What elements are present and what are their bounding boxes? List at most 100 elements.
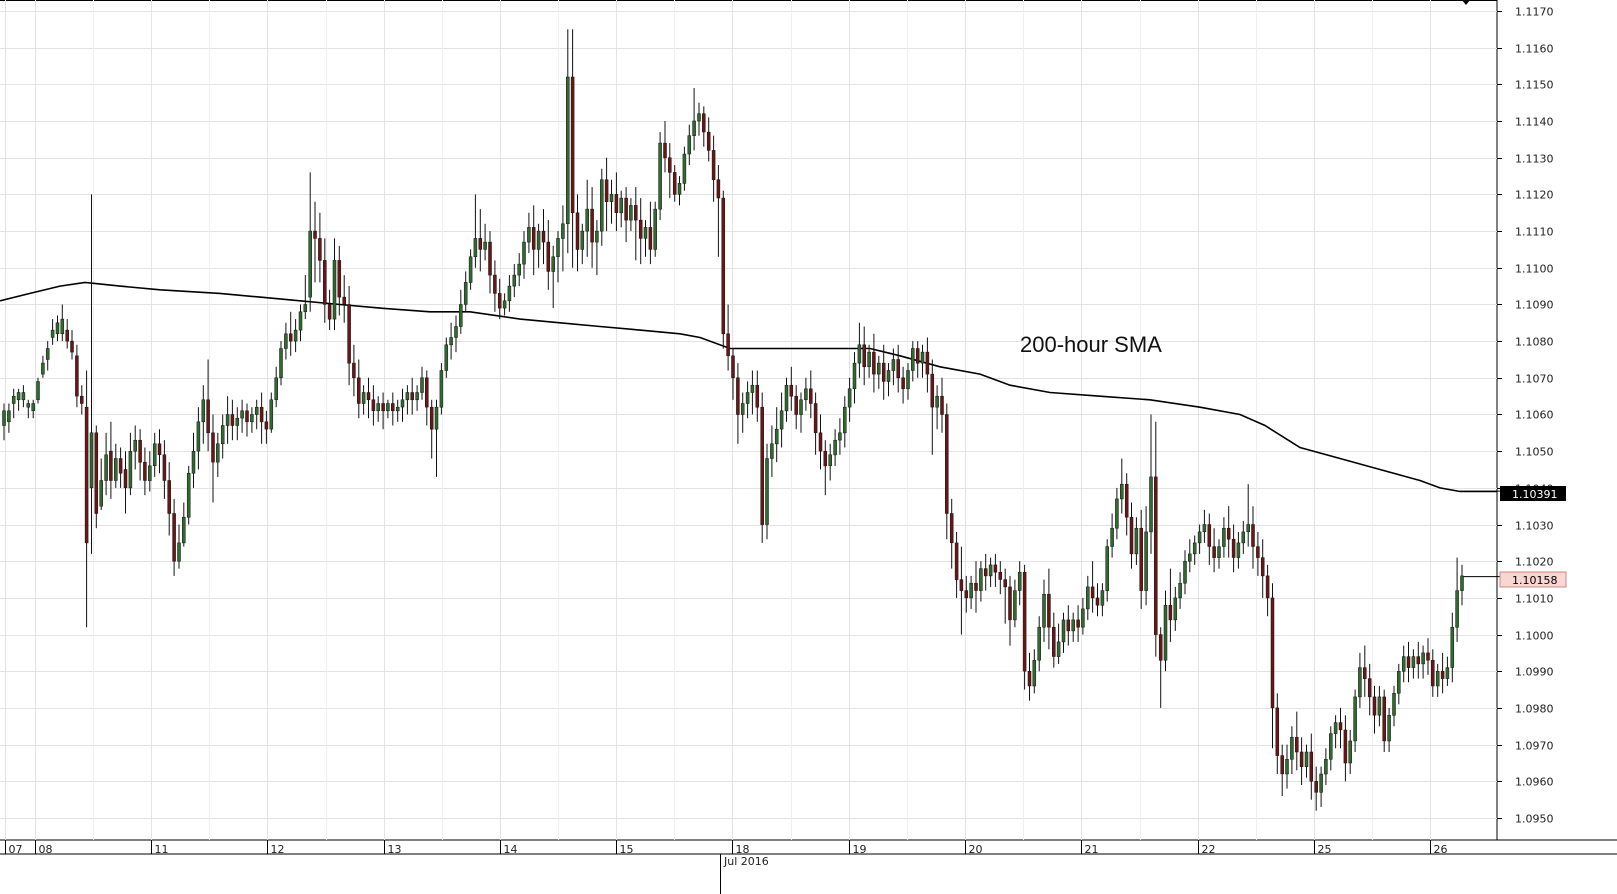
candle-body xyxy=(342,296,346,305)
candle-body xyxy=(828,454,832,467)
candle xyxy=(1139,509,1143,609)
candle-body xyxy=(11,395,16,404)
candle-body xyxy=(1120,483,1124,500)
candle-body xyxy=(1358,667,1362,698)
candle-body xyxy=(80,395,84,404)
candle xyxy=(1450,612,1455,683)
candle xyxy=(138,429,142,481)
candle xyxy=(1158,627,1163,708)
candle xyxy=(284,322,288,360)
candle xyxy=(857,322,862,378)
candle xyxy=(1197,524,1202,554)
candle xyxy=(1392,685,1396,727)
candle-body xyxy=(463,282,468,305)
candle-body xyxy=(70,340,74,353)
candle-body xyxy=(1178,582,1182,599)
candle xyxy=(459,289,463,334)
candle xyxy=(313,201,317,283)
candle xyxy=(114,443,118,488)
candle xyxy=(1144,506,1148,606)
candle-body xyxy=(1027,671,1032,687)
candle xyxy=(653,201,657,257)
candle xyxy=(1047,568,1051,650)
candle-body xyxy=(395,406,400,412)
candle-body xyxy=(1324,759,1328,775)
candle xyxy=(152,432,157,477)
candle-body xyxy=(507,285,512,302)
candle-body xyxy=(1139,527,1143,591)
candle-body xyxy=(36,381,40,401)
candle-body xyxy=(940,395,944,415)
candle-body xyxy=(1003,579,1007,588)
candle-body xyxy=(478,238,483,250)
candle-body xyxy=(1304,751,1309,767)
candle-body xyxy=(371,399,376,412)
candle xyxy=(1207,513,1212,565)
candle-body xyxy=(1455,590,1459,628)
candle-body xyxy=(721,197,726,335)
candle xyxy=(1324,748,1328,785)
candle-body xyxy=(162,454,167,481)
candle xyxy=(386,399,390,419)
y-tick-label: 1.1110 xyxy=(1515,226,1554,239)
candle xyxy=(770,425,774,477)
y-tick-label: 1.1070 xyxy=(1515,373,1554,386)
candle xyxy=(1168,568,1173,642)
candle-body xyxy=(473,238,478,257)
candle-body xyxy=(687,135,692,155)
candle xyxy=(1256,531,1260,576)
candle-body xyxy=(760,406,764,525)
candle xyxy=(308,172,312,312)
candle xyxy=(881,344,886,400)
candle-body xyxy=(896,359,900,379)
candle-body xyxy=(1047,593,1051,628)
candle xyxy=(740,392,745,433)
candle xyxy=(531,205,536,276)
candle xyxy=(643,220,648,257)
candle xyxy=(862,326,866,386)
candle-body xyxy=(1353,696,1357,742)
candle xyxy=(444,337,449,378)
candle xyxy=(760,392,764,543)
candle xyxy=(99,458,103,510)
candle xyxy=(706,117,711,162)
candle xyxy=(182,502,186,547)
candle xyxy=(395,399,400,422)
candle xyxy=(672,165,677,202)
candle xyxy=(298,304,303,342)
candle xyxy=(1363,645,1367,697)
candle-body xyxy=(867,351,871,368)
candle-body xyxy=(1183,560,1187,584)
candle xyxy=(361,385,366,415)
candle-body xyxy=(838,432,842,441)
candle xyxy=(240,399,244,433)
candle xyxy=(1217,539,1221,569)
candle-body xyxy=(1066,619,1071,632)
y-tick-label: 1.1080 xyxy=(1515,336,1554,349)
candle-body xyxy=(1188,553,1192,562)
candle xyxy=(1124,473,1129,536)
candle-body xyxy=(1421,652,1425,665)
candle-body xyxy=(570,76,575,213)
candle-body xyxy=(65,329,69,342)
candle-body xyxy=(682,153,687,184)
candle-body xyxy=(546,241,551,272)
candle-body xyxy=(983,568,988,577)
candle xyxy=(391,392,395,426)
candle xyxy=(7,403,11,433)
candle-body xyxy=(1260,557,1265,577)
candle xyxy=(1110,513,1114,558)
candle xyxy=(1290,726,1294,774)
candle xyxy=(1280,744,1284,796)
candle xyxy=(959,546,964,635)
candle-body xyxy=(877,362,881,375)
candle-body xyxy=(361,392,366,404)
candle-body xyxy=(1343,729,1348,764)
candle-body xyxy=(1416,656,1421,665)
x-tick-label: 18 xyxy=(736,843,750,856)
candle xyxy=(1314,766,1318,811)
candle xyxy=(988,557,993,587)
candle xyxy=(546,220,551,290)
candle xyxy=(186,465,191,525)
